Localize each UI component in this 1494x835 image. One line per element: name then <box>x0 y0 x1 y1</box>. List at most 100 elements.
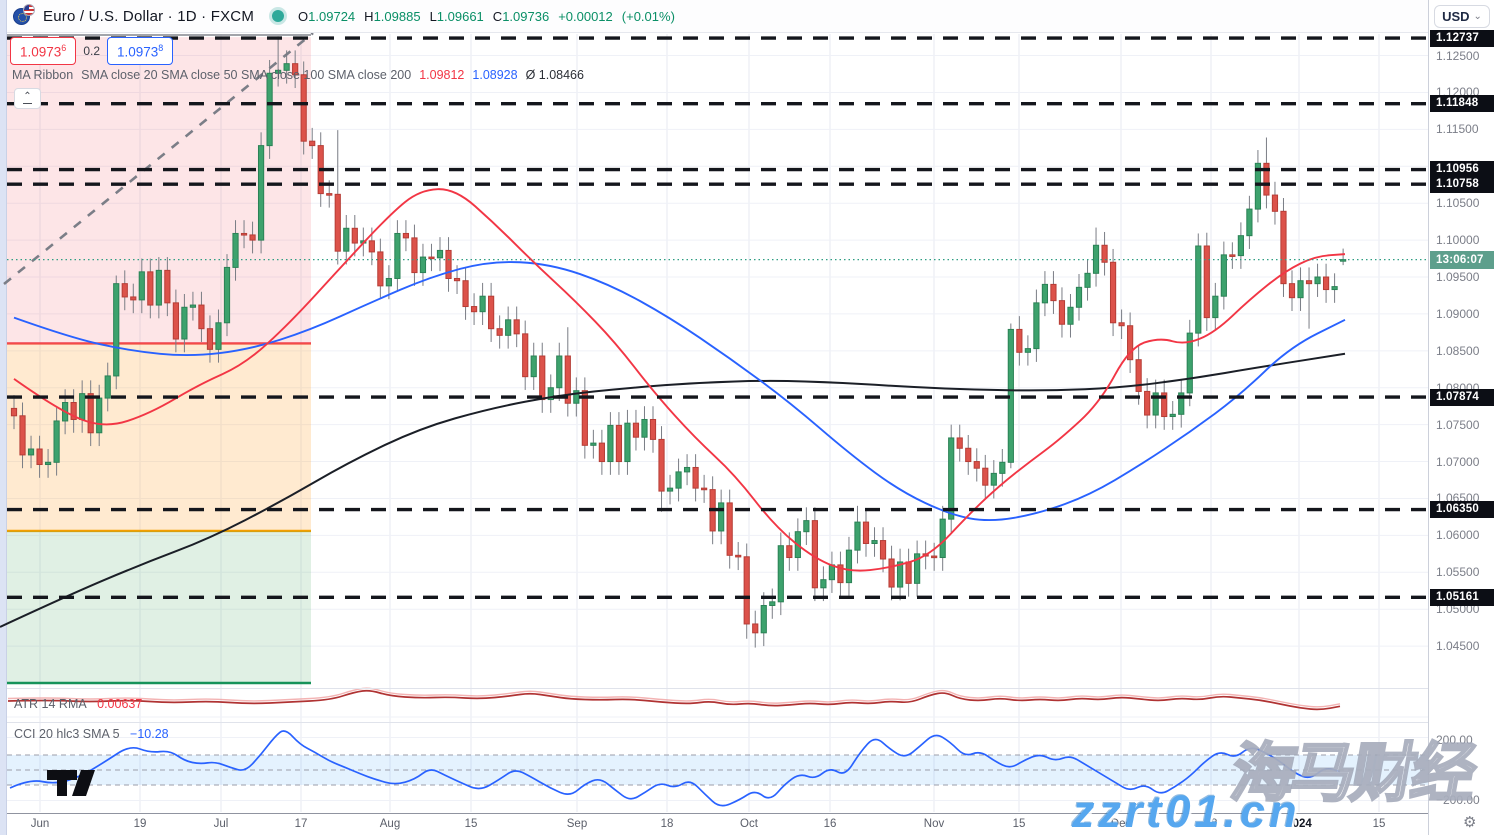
candle-body <box>999 461 1006 474</box>
candle-body <box>257 145 265 241</box>
collapse-pane-button[interactable]: ⌃ <box>14 88 41 109</box>
chart-header: Euro / U.S. Dollar · 1D · FXCM O 1.09724 … <box>7 0 1428 33</box>
candle-body <box>1186 332 1193 394</box>
price-scale[interactable]: USD⌄ 1.125001.120001.115001.110001.10500… <box>1428 0 1494 835</box>
candle-body <box>1016 328 1023 353</box>
ma-ribbon-legend[interactable]: MA Ribbon SMA close 20 SMA close 50 SMA … <box>12 68 584 82</box>
time-tick: 17 <box>294 818 308 830</box>
candle-body <box>70 402 77 420</box>
candle-body <box>1161 392 1168 418</box>
time-scale[interactable]: Jun 19 Jul 17 Aug 15 Sep 18 Oct 16 Nov 15 Dec 18 2024 1… <box>7 813 1428 835</box>
atr-legend[interactable]: ATR 14 RMA 0.00637 <box>14 697 143 711</box>
ma-ribbon-title: MA Ribbon <box>12 68 74 82</box>
time-tick: Jun <box>30 818 50 830</box>
candle-body <box>683 466 691 473</box>
bar-countdown-tag: 13:06:07 <box>1430 250 1494 269</box>
candle-body <box>215 322 222 350</box>
time-tick: Sep <box>566 818 588 830</box>
candle-body <box>1033 302 1040 350</box>
cci-value: −10.28 <box>130 727 169 741</box>
candle-body <box>1220 254 1227 297</box>
candle-body <box>19 415 26 456</box>
candle-body <box>752 623 759 634</box>
price-tick: 1.07500 <box>1436 417 1480 432</box>
candle-body <box>206 328 214 350</box>
price-tick: 1.09000 <box>1436 306 1480 321</box>
time-tick: Jul <box>213 818 229 830</box>
candle-body <box>223 266 231 324</box>
candle-body <box>351 227 358 244</box>
sma20-value: 1.09812 <box>419 68 465 82</box>
candle-body <box>44 461 52 466</box>
candle-body <box>36 448 43 466</box>
symbol-title[interactable]: Euro / U.S. Dollar · 1D · FXCM <box>43 7 255 25</box>
time-tick: Oct <box>740 818 758 830</box>
gear-icon[interactable]: ⚙ <box>1463 814 1477 831</box>
price-tick: 1.06000 <box>1436 528 1480 543</box>
candle-body <box>1237 235 1244 257</box>
time-tick: Nov <box>923 818 945 830</box>
currency-selector[interactable]: USD ⌄ <box>1434 5 1490 28</box>
zone-neutral <box>7 343 311 531</box>
candle-body <box>862 521 870 545</box>
candle-body <box>769 601 776 607</box>
candle-body <box>309 140 316 147</box>
buy-price-button[interactable]: 1.09738 <box>107 37 174 65</box>
candle-body <box>479 295 486 313</box>
ohlc-readout: O 1.09724 H 1.09885 L 1.09661 C 1.09736 +0.0… <box>298 8 675 24</box>
candle-body <box>641 418 648 438</box>
candle-body <box>27 448 35 456</box>
symbol-flag-icon <box>13 4 35 26</box>
candle-body <box>275 69 282 74</box>
candle-body <box>1118 322 1125 327</box>
candle-body <box>828 564 836 581</box>
candle-body <box>10 407 18 417</box>
candle-body <box>786 545 793 559</box>
market-status-icon[interactable] <box>272 10 285 22</box>
candle-body <box>982 467 989 486</box>
left-gutter <box>0 0 7 835</box>
candle-body <box>931 555 938 559</box>
tradingview-logo[interactable] <box>45 766 119 803</box>
price-tick: 1.12500 <box>1436 48 1480 63</box>
time-tick: Dec <box>1110 818 1132 830</box>
sma50-value: 1.08928 <box>472 68 518 82</box>
candle-body <box>973 461 980 469</box>
change-value: +0.00012 <box>558 8 613 24</box>
candle-body <box>334 193 341 252</box>
candle-body <box>1135 359 1142 392</box>
candle-body <box>896 561 904 588</box>
ma-ribbon-params: SMA close 20 SMA close 50 SMA close 100 … <box>81 68 412 82</box>
candle-body <box>147 271 154 306</box>
candle-body <box>445 249 452 279</box>
candle-body <box>726 502 733 556</box>
candle-body <box>675 471 682 489</box>
price-level-tag: 1.10956 <box>1430 161 1494 179</box>
candle-body <box>803 520 810 533</box>
candle-body <box>138 271 145 301</box>
candle-body <box>990 472 997 486</box>
price-tick: 1.04500 <box>1436 639 1480 654</box>
cci-line <box>9 730 1341 807</box>
price-level-tag: 1.11848 <box>1430 95 1494 113</box>
candle-body <box>573 390 580 404</box>
candle-body <box>428 256 435 260</box>
sell-price-button[interactable]: 1.09736 <box>10 37 77 65</box>
cci-legend[interactable]: CCI 20 hlc3 SMA 5 −10.28 <box>14 727 169 741</box>
candle-body <box>564 355 571 404</box>
candle-body <box>343 227 350 252</box>
candle-body <box>522 333 529 378</box>
candle-body <box>530 355 537 378</box>
candle-body <box>777 545 784 603</box>
candle-body <box>837 564 844 584</box>
candle-body <box>1246 208 1253 237</box>
candle-body <box>181 306 188 340</box>
candle-body <box>155 269 162 306</box>
candle-body <box>760 605 767 634</box>
candle-body <box>453 277 461 282</box>
atr-raw-line <box>7 687 1341 708</box>
candle-body <box>1075 286 1083 308</box>
candle-body <box>948 437 955 520</box>
candle-body <box>666 487 674 492</box>
